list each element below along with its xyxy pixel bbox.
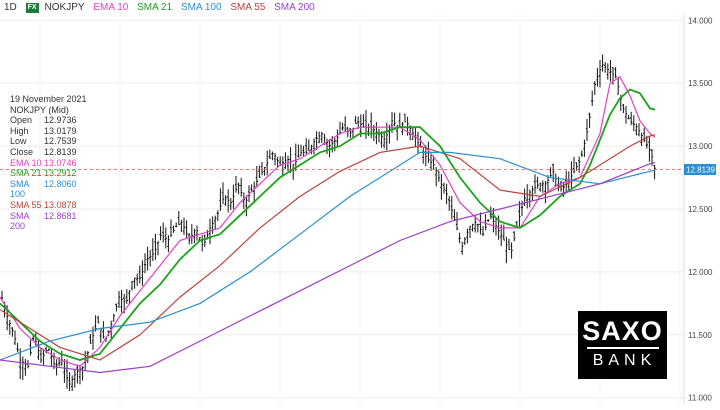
y-tick-label: 11.500 bbox=[688, 331, 712, 340]
line-sma55 bbox=[0, 134, 656, 361]
info-value: 12.7539 bbox=[44, 136, 77, 147]
info-label: SMA 21 bbox=[10, 168, 42, 179]
saxo-bank-logo: SAXO BANK bbox=[578, 311, 667, 379]
price-tag-label: 12.8139 bbox=[686, 166, 715, 175]
logo-line-1: SAXO bbox=[582, 316, 663, 346]
info-label: SMA 200 bbox=[10, 210, 30, 232]
line-sma200 bbox=[0, 161, 656, 374]
info-row-ema10: EMA 10 13.0746 bbox=[10, 158, 87, 169]
info-value: 12.8139 bbox=[44, 146, 77, 157]
info-date: 19 November 2021 bbox=[10, 94, 87, 104]
info-label: SMA 55 bbox=[10, 199, 42, 210]
info-value: 12.8681 bbox=[44, 210, 77, 221]
chart-header: 1D FX NOKJPY EMA 10 SMA 21 SMA 100 SMA 55… bbox=[4, 2, 321, 13]
ohlc-info-panel: 19 November 2021 NOKJPY (Mid) Open 12.973… bbox=[10, 94, 87, 232]
info-row-close: Close 12.8139 bbox=[10, 147, 87, 158]
legend-sma55[interactable]: SMA 55 bbox=[230, 2, 266, 13]
ohlc-series bbox=[0, 54, 656, 392]
line-ema10 bbox=[0, 76, 656, 367]
info-label: EMA 10 bbox=[10, 157, 42, 168]
line-sma100 bbox=[0, 151, 656, 361]
indicator-lines bbox=[0, 76, 656, 374]
info-value: 12.8060 bbox=[44, 178, 77, 189]
current-price-tag: 12.8139 bbox=[684, 164, 716, 176]
info-value: 13.0878 bbox=[44, 199, 77, 210]
y-tick-label: 13.000 bbox=[688, 142, 713, 151]
info-row-sma21: SMA 21 13.2912 bbox=[10, 168, 87, 179]
info-instrument: NOKJPY (Mid) bbox=[10, 104, 69, 115]
line-sma21 bbox=[0, 88, 656, 361]
info-row-open: Open 12.9736 bbox=[10, 115, 87, 126]
y-tick-label: 14.000 bbox=[688, 16, 713, 25]
info-label: High bbox=[10, 125, 29, 136]
legend-ema10[interactable]: EMA 10 bbox=[93, 2, 129, 13]
info-row-low: Low 12.7539 bbox=[10, 136, 87, 147]
y-tick-label: 13.500 bbox=[688, 79, 713, 88]
info-label: Close bbox=[10, 146, 34, 157]
fx-badge-icon: FX bbox=[25, 3, 39, 13]
info-value: 12.9736 bbox=[44, 115, 77, 126]
info-row-high: High 13.0179 bbox=[10, 126, 87, 137]
timeframe-label[interactable]: 1D bbox=[4, 2, 17, 13]
info-value: 13.0179 bbox=[44, 125, 77, 136]
y-tick-label: 12.500 bbox=[688, 205, 713, 214]
logo-line-2: BANK bbox=[592, 352, 657, 369]
info-row-sma100: SMA 100 12.8060 bbox=[10, 179, 87, 200]
symbol-label[interactable]: NOKJPY bbox=[44, 2, 85, 13]
legend-sma100[interactable]: SMA 100 bbox=[180, 2, 222, 13]
info-label: Low bbox=[10, 136, 27, 147]
y-tick-label: 11.000 bbox=[688, 394, 712, 403]
logo-divider bbox=[586, 347, 659, 349]
legend-sma200[interactable]: SMA 200 bbox=[274, 2, 315, 13]
info-label: Open bbox=[10, 115, 33, 126]
info-value: 13.0746 bbox=[44, 157, 77, 168]
info-value: 13.2912 bbox=[44, 168, 77, 179]
legend-sma21[interactable]: SMA 21 bbox=[137, 2, 173, 13]
y-axis: 14.000 13.500 13.000 12.500 12.000 11.500 11.0… bbox=[688, 16, 713, 402]
info-row-sma55: SMA 55 13.0878 bbox=[10, 200, 87, 211]
info-row-sma200: SMA 200 12.8681 bbox=[10, 211, 87, 232]
info-label: SMA 100 bbox=[10, 178, 30, 200]
y-tick-label: 12.000 bbox=[688, 268, 713, 277]
